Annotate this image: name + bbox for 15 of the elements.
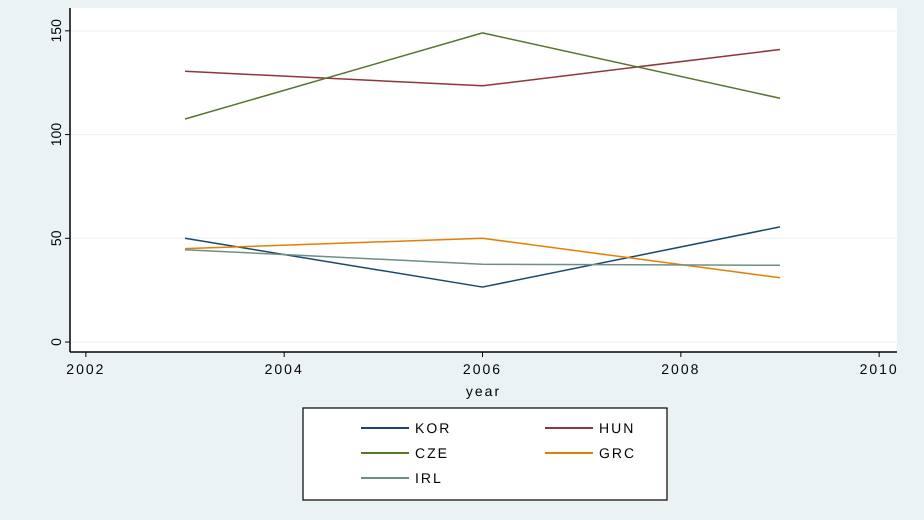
y-tick-label: 50	[48, 230, 64, 246]
legend-label: HUN	[599, 420, 636, 436]
x-tick-label: 2002	[66, 361, 106, 377]
x-tick-label: 2004	[264, 361, 304, 377]
y-tick-label: 0	[48, 338, 64, 346]
x-axis-title: year	[466, 383, 502, 399]
y-tick-label: 150	[48, 18, 64, 42]
x-tick-label: 2008	[661, 361, 700, 377]
legend-label: GRC	[599, 445, 636, 461]
x-tick-label: 2006	[462, 361, 502, 377]
legend-label: CZE	[415, 445, 449, 461]
y-tick-label: 100	[48, 122, 64, 146]
legend-label: KOR	[415, 420, 452, 436]
legend-label: IRL	[415, 470, 443, 486]
x-tick-label: 2010	[860, 361, 899, 377]
